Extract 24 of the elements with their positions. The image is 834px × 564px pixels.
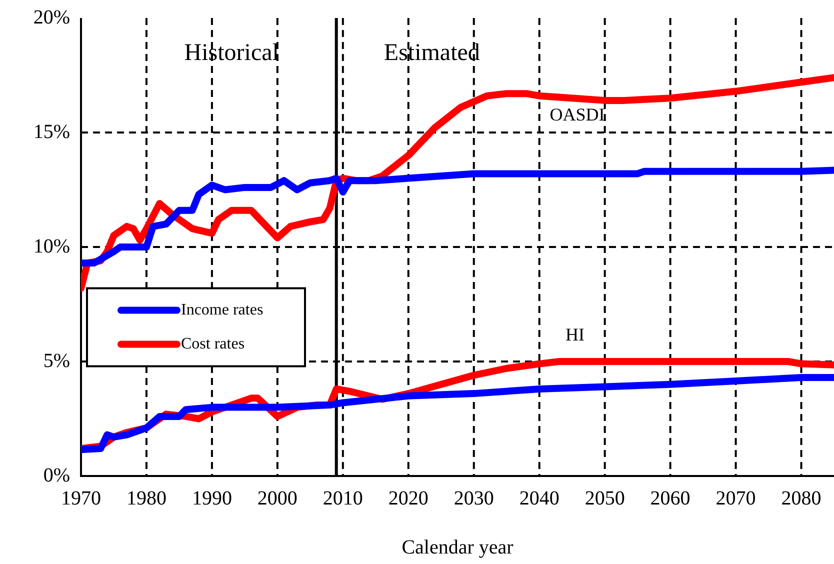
y-tick-label: 0% [43, 464, 70, 486]
y-tick-label: 20% [33, 6, 70, 28]
x-axis-title: Calendar year [402, 536, 514, 558]
x-tick-label: 2010 [322, 487, 363, 510]
y-tick-label: 10% [33, 235, 70, 258]
annotation: Historical [184, 40, 280, 66]
annotation: Estimated [384, 40, 480, 66]
x-tick-label: 2070 [716, 487, 756, 510]
x-tick-label: 2080 [781, 487, 822, 510]
x-tick-label: 2050 [584, 487, 625, 510]
x-tick-label: 1980 [126, 487, 166, 510]
x-tick-label: 1970 [61, 487, 101, 510]
y-tick-label: 5% [43, 350, 70, 372]
y-tick-label: 15% [33, 120, 70, 143]
annotation: HI [565, 324, 584, 345]
x-tick-label: 2060 [650, 487, 690, 510]
legend-label: Income rates [181, 301, 264, 318]
x-tick-label: 1990 [192, 487, 232, 510]
annotation: OASDI [550, 104, 605, 125]
x-tick-label: 2000 [257, 487, 298, 510]
legend-label: Cost rates [181, 335, 245, 352]
x-tick-label: 2030 [454, 487, 494, 510]
x-tick-label: 2040 [519, 487, 560, 510]
x-tick-label: 2020 [388, 487, 428, 510]
